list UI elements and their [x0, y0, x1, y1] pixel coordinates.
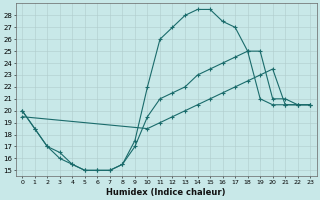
X-axis label: Humidex (Indice chaleur): Humidex (Indice chaleur) — [107, 188, 226, 197]
